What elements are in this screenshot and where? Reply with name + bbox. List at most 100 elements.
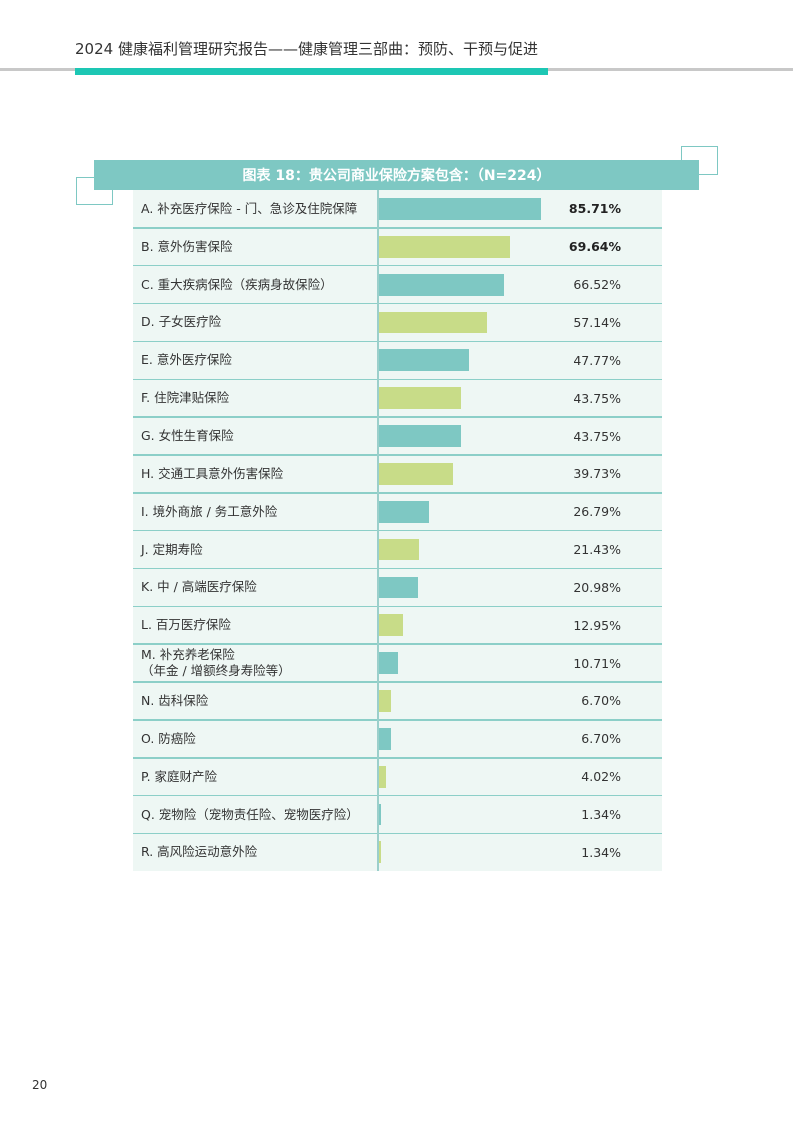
category-label: K. 中 / 高端医疗保险 xyxy=(141,569,257,607)
row-separator xyxy=(133,681,662,683)
category-label-line: N. 齿科保险 xyxy=(141,692,209,708)
category-label-line: I. 境外商旅 / 务工意外险 xyxy=(141,503,278,519)
chart-row: I. 境外商旅 / 务工意外险 26.79% xyxy=(133,493,662,531)
chart-row: G. 女性生育保险 43.75% xyxy=(133,417,662,455)
value-label: 43.75% xyxy=(573,428,621,444)
row-separator xyxy=(133,340,662,343)
bar xyxy=(378,273,505,296)
header-accent-bar xyxy=(75,68,548,75)
figure-title-banner: 图表 18：贵公司商业保险方案包含：（N=224） xyxy=(94,160,699,190)
chart-row: E. 意外医疗保险 47.77% xyxy=(133,341,662,379)
row-separator xyxy=(133,643,662,645)
value-label: 6.70% xyxy=(581,693,621,709)
category-label: C. 重大疾病保险（疾病身故保险） xyxy=(141,266,333,304)
row-separator xyxy=(133,227,662,229)
category-label-line: O. 防癌险 xyxy=(141,730,196,746)
row-separator xyxy=(133,378,662,380)
chart-row: Q. 宠物险（宠物责任险、宠物医疗险） 1.34% xyxy=(133,796,662,834)
value-label: 57.14% xyxy=(573,314,621,330)
value-label: 20.98% xyxy=(573,579,621,595)
chart-row: H. 交通工具意外伤害保险 39.73% xyxy=(133,455,662,493)
chart-row: J. 定期寿险 21.43% xyxy=(133,531,662,569)
category-label: M. 补充养老保险 （年金 / 增额终身寿险等） xyxy=(141,644,291,682)
row-separator xyxy=(133,832,662,835)
category-label-line: （年金 / 增额终身寿险等） xyxy=(141,663,291,679)
chart-row: L. 百万医疗保险 12.95% xyxy=(133,606,662,644)
bar xyxy=(378,311,487,334)
chart-row: B. 意外伤害保险 69.64% xyxy=(133,228,662,266)
category-label: F. 住院津贴保险 xyxy=(141,379,229,417)
value-label: 43.75% xyxy=(573,390,621,406)
category-label: P. 家庭财产险 xyxy=(141,758,217,796)
category-label: B. 意外伤害保险 xyxy=(141,228,233,266)
row-separator xyxy=(133,454,662,456)
category-label-line: Q. 宠物险（宠物责任险、宠物医疗险） xyxy=(141,806,359,822)
bar xyxy=(378,614,403,637)
category-label-line: L. 百万医疗保险 xyxy=(141,617,231,633)
value-label: 10.71% xyxy=(573,655,621,671)
category-label: E. 意外医疗保险 xyxy=(141,341,232,379)
row-separator xyxy=(133,492,662,494)
chart-axis-line xyxy=(377,190,379,871)
category-label: H. 交通工具意外伤害保险 xyxy=(141,455,283,493)
row-separator xyxy=(133,605,662,608)
category-label-line: K. 中 / 高端医疗保险 xyxy=(141,579,257,595)
bar xyxy=(378,198,541,220)
category-label-line: H. 交通工具意外伤害保险 xyxy=(141,465,284,481)
value-label: 21.43% xyxy=(573,542,621,558)
category-label-line: A. 补充医疗保险 - 门、急诊及住院保障 xyxy=(141,200,358,216)
category-label-line: M. 补充养老保险 xyxy=(141,647,235,663)
value-label: 47.77% xyxy=(573,352,621,368)
value-label: 4.02% xyxy=(581,769,621,785)
category-label-line: G. 女性生育保险 xyxy=(141,428,234,444)
bar xyxy=(378,500,429,523)
category-label: O. 防癌险 xyxy=(141,720,196,758)
chart-row: C. 重大疾病保险（疾病身故保险） 66.52% xyxy=(133,266,662,304)
chart-row: D. 子女医疗险 57.14% xyxy=(133,304,662,342)
category-label: D. 子女医疗险 xyxy=(141,304,221,342)
category-label-line: B. 意外伤害保险 xyxy=(141,238,233,254)
bar xyxy=(378,690,391,712)
category-label: J. 定期寿险 xyxy=(141,531,203,569)
row-separator xyxy=(133,416,662,418)
row-separator xyxy=(133,302,662,305)
category-label-line: F. 住院津贴保险 xyxy=(141,390,230,406)
chart-row: P. 家庭财产险 4.02% xyxy=(133,758,662,796)
value-label: 66.52% xyxy=(573,277,621,293)
category-label: I. 境外商旅 / 务工意外险 xyxy=(141,493,277,531)
chart-row: N. 齿科保险 6.70% xyxy=(133,682,662,720)
row-separator xyxy=(133,264,662,267)
bar xyxy=(378,538,419,561)
category-label-line: J. 定期寿险 xyxy=(141,541,203,557)
value-label: 12.95% xyxy=(573,617,621,633)
row-separator xyxy=(133,757,662,759)
bar xyxy=(378,349,469,372)
row-separator xyxy=(133,529,662,532)
row-separator xyxy=(133,567,662,570)
chart-row: M. 补充养老保险 （年金 / 增额终身寿险等） 10.71% xyxy=(133,644,662,682)
row-separator xyxy=(133,794,662,797)
category-label-line: D. 子女医疗险 xyxy=(141,314,222,330)
bar xyxy=(378,387,462,410)
row-separator xyxy=(133,719,662,721)
bar xyxy=(378,462,454,485)
category-label: G. 女性生育保险 xyxy=(141,417,234,455)
value-label: 1.34% xyxy=(581,807,621,823)
bar xyxy=(378,803,381,826)
chart-row: A. 补充医疗保险 - 门、急诊及住院保障 85.71% xyxy=(133,190,662,228)
bar xyxy=(378,425,462,447)
category-label-line: E. 意外医疗保险 xyxy=(141,352,232,368)
value-label: 6.70% xyxy=(581,731,621,747)
category-label: N. 齿科保险 xyxy=(141,682,208,720)
figure-title: 图表 18：贵公司商业保险方案包含：（N=224） xyxy=(242,168,551,184)
page-number: 20 xyxy=(32,1078,48,1092)
category-label: A. 补充医疗保险 - 门、急诊及住院保障 xyxy=(141,190,357,228)
bar xyxy=(378,727,391,750)
category-label-line: C. 重大疾病保险（疾病身故保险） xyxy=(141,276,333,292)
chart-row: K. 中 / 高端医疗保险 20.98% xyxy=(133,569,662,607)
value-label: 69.64% xyxy=(568,239,621,255)
category-label: R. 高风险运动意外险 xyxy=(141,833,257,871)
bar xyxy=(378,841,381,864)
bar xyxy=(378,576,418,599)
report-header-title: 2024 健康福利管理研究报告——健康管理三部曲：预防、干预与促进 xyxy=(75,40,538,58)
